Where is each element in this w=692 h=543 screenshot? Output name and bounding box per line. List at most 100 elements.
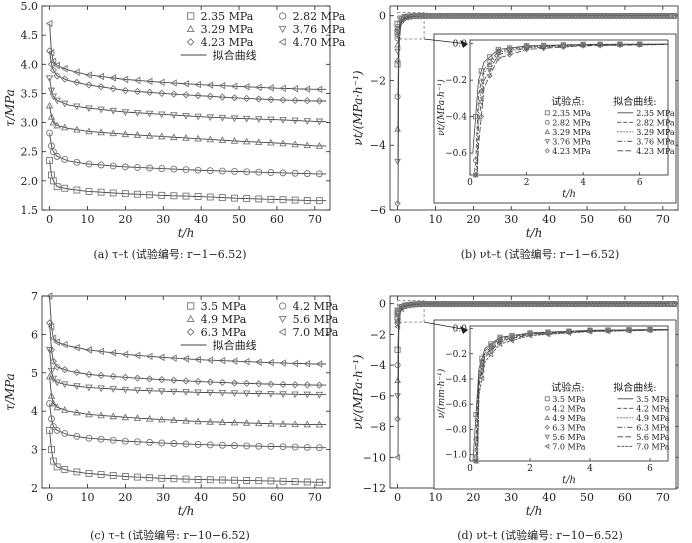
data-point	[194, 355, 201, 364]
data-point	[303, 196, 311, 204]
data-point	[218, 378, 227, 387]
fit-line	[49, 105, 327, 147]
series-3-5-MPa	[46, 426, 327, 486]
data-point	[145, 131, 154, 139]
inset-legend-point-label: 6.3 MPa	[552, 423, 585, 432]
inset-x-tick-label: 4	[587, 464, 593, 474]
x-axis-label: t/h	[178, 226, 195, 240]
plot-frame	[41, 295, 331, 489]
data-point	[49, 177, 57, 185]
data-point	[121, 473, 129, 480]
inset-data-point	[478, 113, 485, 120]
series-2-82-MPa	[46, 129, 327, 178]
legend-marker	[186, 38, 195, 46]
inset-legend-point-label: 2.82 MPa	[552, 118, 591, 127]
x-tick-label: 60	[270, 491, 284, 504]
inset-data-point	[597, 42, 603, 49]
data-point	[291, 391, 299, 399]
legend-marker	[186, 12, 195, 20]
inset-legend-marker	[544, 424, 550, 430]
data-point	[394, 323, 401, 331]
data-point	[182, 475, 190, 483]
data-point	[194, 166, 202, 174]
data-point	[230, 94, 239, 102]
data-point	[158, 474, 166, 482]
y-tick-label: 1.5	[21, 204, 39, 217]
data-point	[230, 115, 239, 123]
data-point	[266, 358, 274, 367]
data-point	[182, 79, 189, 88]
data-point	[109, 74, 117, 82]
data-point	[46, 400, 54, 407]
data-point	[73, 408, 81, 416]
legend-label: 2.35 MPa	[201, 10, 254, 23]
data-point	[53, 97, 61, 105]
data-point	[157, 78, 165, 87]
data-point	[267, 442, 275, 450]
inset-legend-marker	[544, 119, 550, 125]
inset-data-point	[506, 49, 513, 56]
data-point	[182, 91, 190, 99]
data-point	[315, 360, 323, 368]
data-point	[182, 192, 190, 200]
x-tick-label: 0	[394, 491, 401, 504]
x-tick-label: 10	[80, 213, 94, 226]
data-point	[47, 112, 56, 120]
data-point	[243, 477, 251, 484]
inset-data-point	[540, 45, 547, 52]
data-point	[206, 378, 214, 386]
inset-data-point	[495, 49, 502, 55]
inset-data-point	[625, 327, 632, 334]
x-tick-label: 60	[270, 213, 284, 226]
data-point	[267, 380, 275, 388]
legend-fit-label: 拟合曲线	[213, 338, 257, 352]
x-tick-label: 30	[156, 491, 170, 504]
data-point	[134, 438, 141, 446]
zoom-box	[397, 12, 425, 40]
series-4-9-MPa	[45, 372, 327, 428]
inset-data-point	[497, 335, 503, 341]
inset-legend-fit-label: 4.9 MPa	[636, 414, 669, 423]
data-point	[182, 377, 190, 385]
inset-y-tick-label: 0.0	[453, 325, 468, 335]
x-tick-label: 60	[618, 213, 632, 226]
data-point	[121, 75, 129, 84]
series-7-0-MPa	[394, 301, 677, 461]
data-point	[133, 387, 142, 395]
data-point	[158, 165, 166, 172]
data-point	[230, 137, 239, 144]
data-point	[394, 362, 401, 369]
data-point	[303, 118, 312, 125]
inset-x-tick-label: 6	[637, 178, 643, 188]
data-point	[182, 134, 190, 141]
figure-caption: (c) τ–t (试验编号: r−10−6.52)	[90, 528, 250, 542]
data-point	[97, 161, 105, 169]
data-point	[218, 441, 226, 449]
inset-legend-fit-label: 3.76 MPa	[636, 137, 675, 146]
inset-y-tick-label: −0.6	[445, 400, 467, 410]
data-point	[109, 107, 118, 115]
data-point	[73, 103, 81, 111]
figure-caption: (b) νt–t (试验编号: r−1−6.52)	[461, 247, 620, 261]
data-point	[206, 193, 214, 201]
inset-x-axis-label: t/h	[562, 475, 576, 486]
data-point	[194, 134, 202, 142]
data-point	[170, 133, 178, 141]
inset-fit-line	[471, 43, 668, 154]
data-point	[85, 346, 92, 354]
data-point	[85, 160, 93, 168]
data-point	[73, 78, 81, 87]
y-tick-label: 2	[31, 482, 38, 495]
inset-data-point	[478, 68, 484, 74]
data-point	[170, 475, 178, 483]
data-point	[182, 389, 190, 396]
data-point	[394, 346, 401, 353]
data-point	[85, 470, 93, 477]
data-point	[255, 95, 263, 103]
inset-chart: 0 2 4 6 0.0 −0.2 −0.4 −0.6 −0.8 −1.0 t/h ν/(mm·h⁻¹)…	[433, 319, 677, 490]
data-point	[53, 152, 61, 160]
data-point	[206, 417, 215, 425]
inset-y-tick-label: −0.8	[445, 425, 467, 435]
data-point	[206, 389, 215, 397]
x-tick-label: 20	[466, 491, 480, 504]
